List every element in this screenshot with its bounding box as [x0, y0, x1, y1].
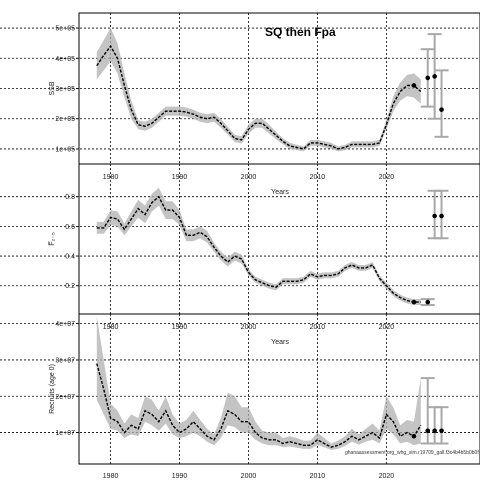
estimate-last-point-ssb: [411, 83, 417, 88]
y-tick-label-f-2: 0.6: [65, 224, 75, 231]
estimate-line-recruits: [96, 363, 422, 448]
y-axis-label-ssb: SSB: [49, 81, 56, 95]
projection-point-recruits-0: [425, 428, 431, 434]
y-tick-label-f-3: 0.8: [65, 194, 75, 201]
y-tick-label-f-0: 0.2: [65, 283, 75, 290]
projection-point-f-2: [439, 213, 444, 219]
y-axis-label-f: F̅₂₋₅: [48, 232, 56, 246]
panel-frame-f: [78, 163, 480, 315]
y-tick-label-ssb-1: 2e+05: [55, 116, 75, 123]
y-tick-label-f-1: 0.4: [65, 254, 75, 261]
projection-point-recruits-2: [439, 428, 444, 434]
projection-point-ssb-2: [439, 107, 444, 112]
x-tick-label-recruits-4: 2020: [379, 473, 395, 480]
panel-frame-recruits: [78, 313, 480, 465]
y-tick-label-recruits-3: 4e+07: [55, 321, 75, 328]
y-tick-label-recruits-2: 3e+07: [55, 357, 75, 364]
confidence-band-f: [96, 187, 421, 305]
x-tick-label-recruits-1: 1990: [172, 473, 188, 480]
x-tick-label-recruits-2: 2000: [241, 473, 257, 480]
y-tick-label-recruits-1: 2e+07: [55, 394, 75, 401]
source-note: ghanaassessment.org_whg_sim.r19709_gall.…: [345, 450, 479, 456]
projection-point-f-0: [425, 299, 431, 305]
y-tick-label-ssb-3: 4e+05: [55, 56, 75, 63]
estimate-last-point-recruits: [411, 433, 417, 439]
y-tick-label-ssb-2: 3e+05: [55, 86, 75, 93]
confidence-band-ssb: [96, 28, 421, 152]
x-axis-label-ssb: Years: [271, 189, 289, 196]
estimate-line-f: [96, 195, 421, 303]
x-tick-label-recruits-3: 2010: [310, 473, 326, 480]
projection-point-f-1: [432, 213, 437, 219]
estimate-line-ssb: [96, 44, 422, 150]
confidence-band-recruits: [96, 316, 421, 450]
chart-title: SQ then Fpa: [265, 25, 336, 39]
y-tick-label-ssb-4: 5e+05: [55, 26, 75, 33]
y-axis-label-recruits: Recruits (age 0): [49, 364, 56, 414]
y-tick-label-recruits-0: 1e+07: [55, 430, 75, 437]
x-axis-label-f: Years: [271, 339, 289, 346]
estimate-last-point-f: [411, 299, 417, 305]
x-tick-label-recruits-0: 1980: [103, 473, 119, 480]
y-tick-label-ssb-0: 1e+05: [55, 146, 75, 153]
projection-point-ssb-1: [432, 74, 437, 79]
projection-point-recruits-1: [432, 428, 437, 434]
projection-point-ssb-0: [425, 75, 431, 81]
panel-recruits: 1e+07 2e+07 3e+07 4e+07 1980 1990 2000 2010 2020…: [0, 313, 480, 480]
